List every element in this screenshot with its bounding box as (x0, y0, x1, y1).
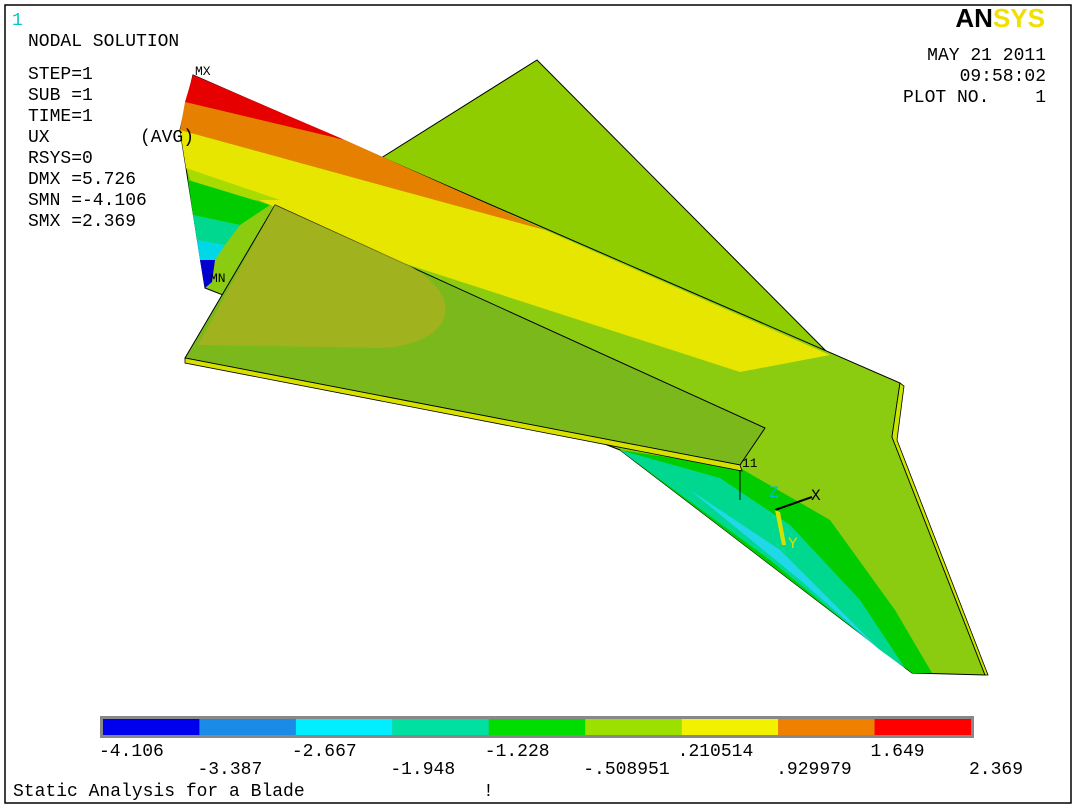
triad-x (774, 496, 813, 511)
legend-swatch (681, 719, 779, 735)
band-cyan (197, 240, 225, 260)
front-plate-edge (184, 357, 743, 472)
band-yellow (180, 130, 830, 372)
legend-label: -1.948 (390, 760, 455, 780)
band-teal-lower (620, 450, 905, 668)
header-item: UX (28, 128, 50, 148)
max-label: MX (195, 64, 211, 79)
header-line: DMX =5.726 (28, 170, 136, 190)
triad-y (775, 510, 786, 545)
legend-label: -1.228 (485, 742, 550, 762)
legend-swatch (585, 719, 682, 735)
node-label: 11 (742, 456, 758, 471)
legend-label: .929979 (776, 760, 852, 780)
legend-swatch (874, 719, 971, 735)
window-number: 1 (12, 11, 23, 31)
axis-z-label: Z (769, 484, 779, 502)
legend-swatch (295, 719, 393, 735)
legend-label: -3.387 (197, 760, 262, 780)
logo: ANSYS (955, 3, 1045, 33)
footer-mark: ! (483, 782, 494, 802)
legend-swatch (488, 719, 586, 735)
legend-label: 2.369 (969, 760, 1023, 780)
plate-edge (891, 382, 989, 676)
band-orange (180, 102, 545, 230)
header-line: SMN =-4.106 (28, 191, 147, 211)
band-green (188, 180, 270, 225)
header-line: TIME=1 (28, 107, 93, 127)
legend-label: .210514 (678, 742, 754, 762)
legend-label: -.508951 (583, 760, 669, 780)
legend-label: -4.106 (99, 742, 164, 762)
header-line: SUB =1 (28, 86, 93, 106)
header-line: STEP=1 (28, 65, 93, 85)
footer-caption: Static Analysis for a Blade (13, 782, 305, 802)
min-label: MN (210, 271, 226, 286)
axis-y-label: Y (788, 535, 798, 553)
header-line: SMX =2.369 (28, 212, 136, 232)
header-avg: (AVG) (140, 128, 194, 148)
band-teal (193, 215, 240, 245)
logo-an: AN (955, 3, 993, 33)
axis-x-label: X (811, 487, 821, 505)
stamp-time: 09:58:02 (960, 67, 1046, 87)
legend-swatch (199, 719, 296, 735)
stamp-plot-number: 1 (1035, 88, 1046, 108)
legend-label: -2.667 (292, 742, 357, 762)
header-line: RSYS=0 (28, 149, 93, 169)
legend-label: 1.649 (871, 742, 925, 762)
header-title: NODAL SOLUTION (28, 32, 179, 52)
band-red (185, 75, 345, 140)
stamp-plot-label: PLOT NO. (903, 88, 989, 108)
logo-sys: SYS (993, 3, 1045, 33)
legend-swatch (103, 719, 200, 735)
legend-swatch (392, 719, 489, 735)
band-blue (200, 260, 215, 288)
front-plate-region (198, 205, 446, 348)
legend-swatch (778, 719, 875, 735)
stamp-date: MAY 21 2011 (927, 46, 1046, 66)
